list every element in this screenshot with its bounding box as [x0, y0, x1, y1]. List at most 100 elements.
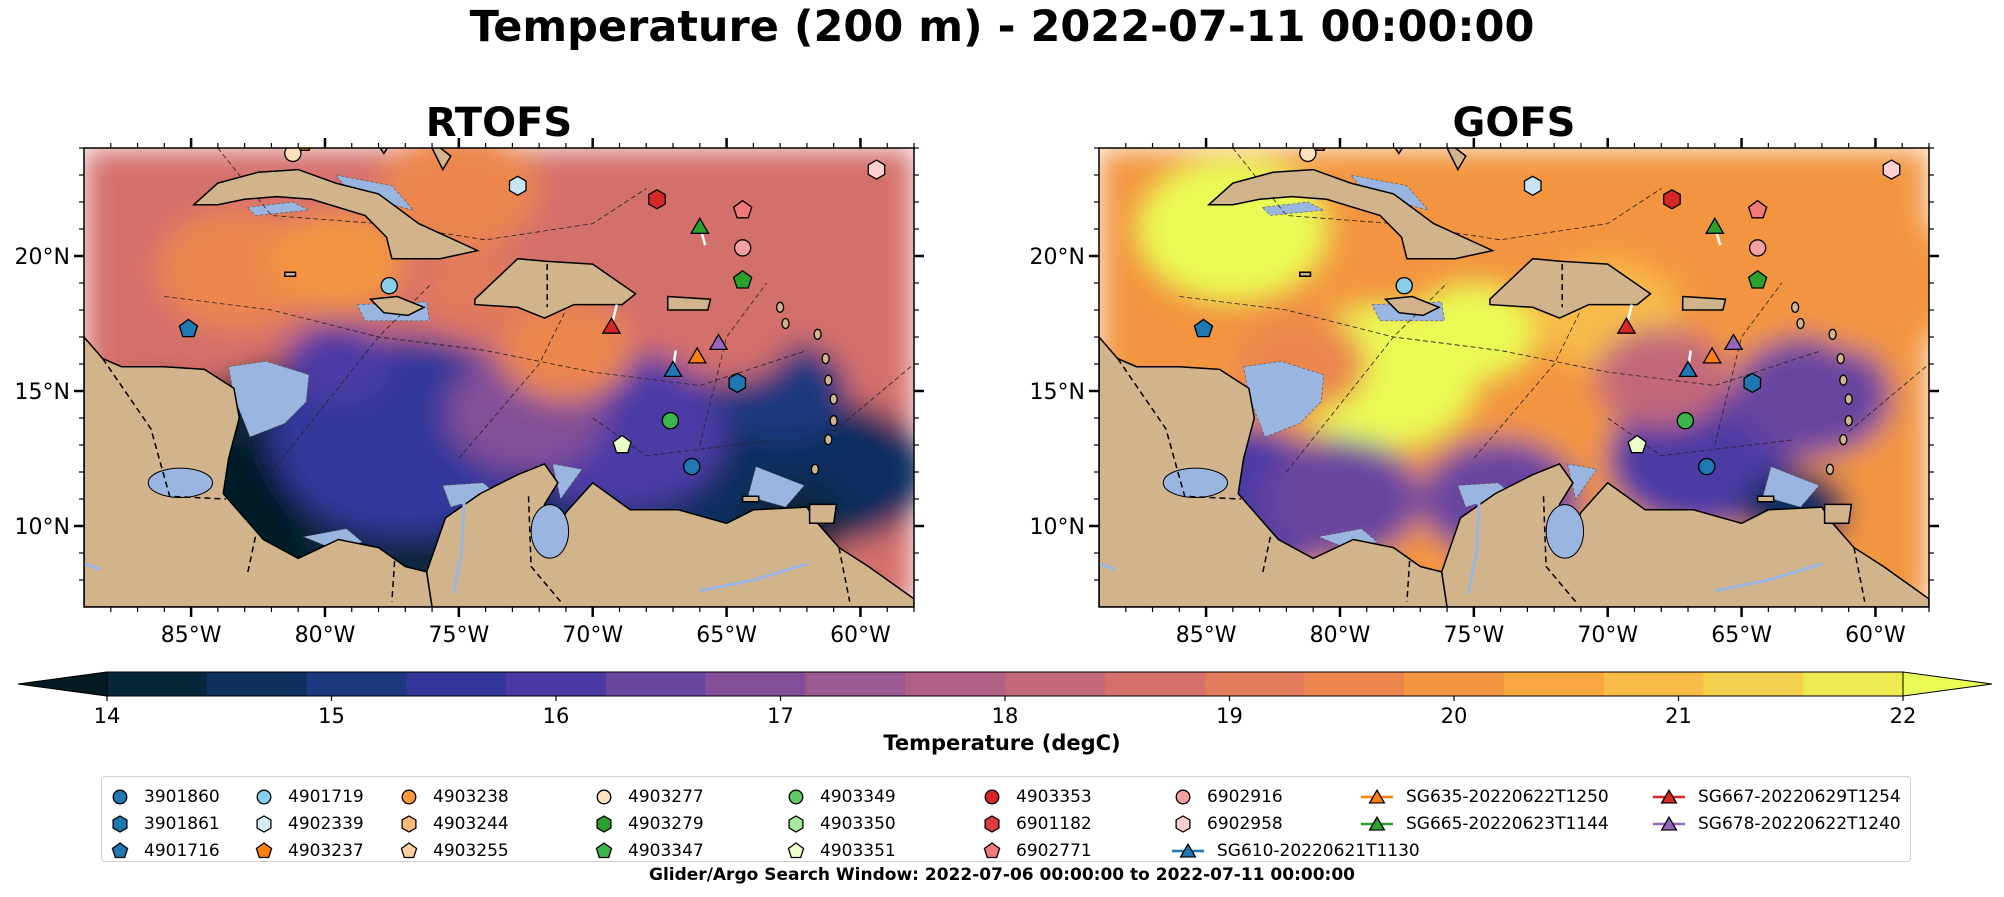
temperature-patch: [1730, 336, 1892, 457]
legend-swatch: [400, 841, 418, 858]
colorbar-segment: [206, 672, 308, 696]
maritime-boundary: [699, 282, 768, 446]
legend-entry: SG610-20220621T1130: [1171, 837, 1420, 864]
argo-float-6902771: [732, 199, 753, 219]
legend-marker: [112, 789, 128, 804]
colorbar-segment: [1104, 672, 1206, 696]
legend-entry: 4903279: [592, 810, 704, 837]
island: [781, 317, 790, 330]
legend-entry: SG667-20220629T1254: [1652, 783, 1901, 810]
shallow-shelf: [1567, 463, 1598, 500]
shallow-shelf: [246, 201, 310, 216]
lon-tick-label: 80°W: [1310, 623, 1371, 648]
legend-label: SG667-20220629T1254: [1698, 786, 1901, 807]
island: [829, 415, 838, 427]
island: [821, 352, 830, 365]
legend-swatch: [256, 789, 272, 804]
maritime-boundary: [1473, 309, 1582, 459]
legend-swatch: [984, 789, 1000, 804]
legend-label: 4903350: [820, 813, 896, 834]
argo-float-3901861: [728, 372, 747, 394]
legend-swatch: [111, 841, 129, 858]
legend-marker: [984, 789, 1000, 804]
colorbar-segment: [1803, 672, 1904, 696]
temperature-patch: [499, 300, 633, 401]
legend-label: 3901861: [144, 813, 220, 834]
lon-tick-label: 85°W: [161, 623, 222, 648]
land-margarita: [741, 495, 760, 503]
legend-marker: [1179, 842, 1197, 858]
land-bahamas-a: [379, 148, 389, 155]
legend-label: 4903351: [820, 840, 896, 861]
lon-tick-label: 70°W: [1577, 623, 1638, 648]
river: [1714, 562, 1823, 593]
temperature-patch: [1259, 438, 1421, 560]
lon-tick-label: 65°W: [1711, 623, 1772, 648]
legend-swatch: [787, 841, 805, 858]
maritime-boundary: [1179, 296, 1823, 387]
temperature-patch: [156, 209, 317, 330]
argo-float-4902339: [508, 175, 527, 197]
legend-label: SG635-20220622T1250: [1406, 786, 1609, 807]
legend-entry: 4903351: [784, 837, 896, 864]
legend-label: 4901716: [144, 840, 220, 861]
legend-label: 4903277: [628, 786, 704, 807]
island: [1828, 328, 1837, 340]
land-central-america: [1099, 335, 1448, 607]
legend-marker: [787, 841, 805, 858]
lake-maracaibo: [530, 504, 570, 559]
lat-tick-label: 10°N: [1030, 515, 1085, 540]
legend-swatch: [788, 814, 804, 833]
argo-float-6902916: [733, 239, 752, 257]
lon-tick-label: 85°W: [1176, 623, 1237, 648]
shallow-shelf: [228, 360, 310, 438]
legend-marker: [1660, 815, 1678, 831]
legend-column: 4903353 6901182 6902771: [980, 783, 1092, 864]
legend-swatch: [596, 789, 612, 804]
country-border: [1117, 358, 1241, 500]
figure-canvas: 85°W 80°W 75°W 70°W 65°W 60°W 10°N 15°N 20°N 85°…: [15, 138, 1993, 728]
legend-entry: 4903353: [980, 783, 1092, 810]
argo-float-6901182: [1663, 189, 1681, 210]
legend-marker: [788, 789, 804, 804]
legend-marker: [596, 789, 612, 804]
panel-title-rtofs: RTOFS: [425, 100, 573, 146]
island: [1844, 415, 1853, 427]
glider-SG665-20220623T1144: [1704, 217, 1725, 234]
legend-entry: 6902771: [980, 837, 1092, 864]
argo-float-4903347: [732, 269, 753, 289]
legend-swatch: [1653, 815, 1685, 831]
legend-column: SG667-20220629T1254 SG678-20220622T1240: [1652, 783, 1901, 837]
legend-marker: [788, 814, 804, 833]
colorbar-segment: [1204, 672, 1305, 696]
argo-float-4902339: [1523, 175, 1542, 197]
argo-float-4903349: [661, 411, 680, 430]
colorbar-tick-label: 16: [543, 704, 570, 728]
lon-tick-label: 65°W: [696, 623, 757, 648]
lon-tick-label: 70°W: [562, 623, 623, 648]
lat-tick-label: 20°N: [15, 245, 70, 270]
legend-entry: 4902339: [252, 810, 364, 837]
argo-float-4901716: [178, 318, 199, 338]
island: [1839, 433, 1848, 446]
colorbar-segment: [1005, 672, 1106, 696]
legend-swatch: [983, 841, 1001, 858]
country-border: [102, 358, 226, 500]
country-border: [838, 547, 851, 602]
land-jamaica: [1383, 295, 1441, 317]
shallow-shelf: [1243, 360, 1325, 438]
map-panel-rtofs: 85°W 80°W 75°W 70°W 65°W 60°W 10°N 15°N 20°N: [15, 138, 924, 648]
island: [810, 463, 820, 475]
legend-column: 4903238 4903244 4903255: [397, 783, 509, 864]
legend-marker: [984, 814, 1000, 833]
land-margarita: [1756, 495, 1775, 503]
maritime-boundary: [1232, 148, 1662, 241]
land-hispaniola: [474, 257, 637, 319]
land-hispaniola: [1489, 257, 1652, 319]
legend-entry: SG678-20220622T1240: [1652, 810, 1901, 837]
land-jamaica: [368, 295, 426, 317]
legend-marker: [596, 814, 612, 833]
island: [1825, 463, 1835, 475]
legend-swatch: [1175, 814, 1191, 833]
island: [824, 374, 833, 386]
